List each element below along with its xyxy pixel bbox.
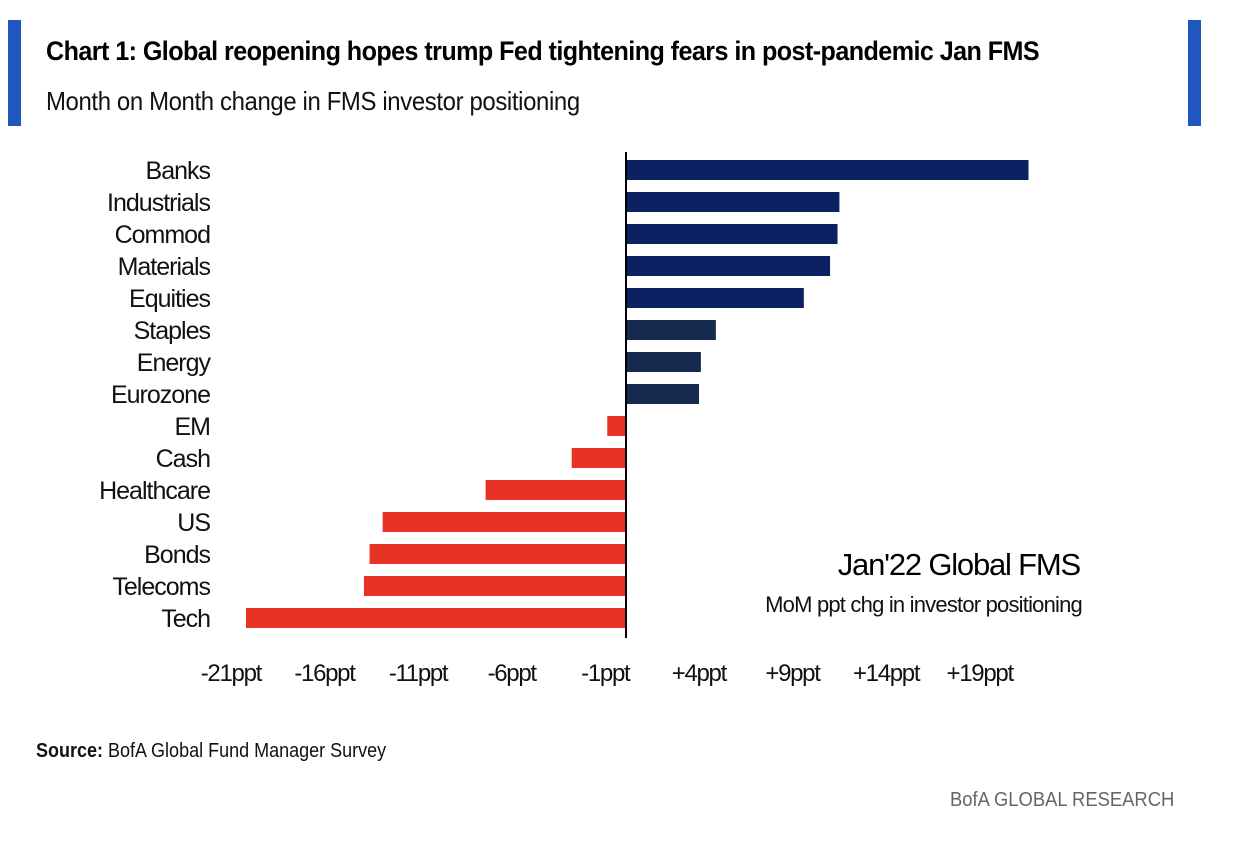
- bar-chart: Banks Industrials Commod Materials Equities S…: [99, 152, 1083, 687]
- x-tick-labels: -21ppt -16ppt -11ppt -6ppt -1ppt +4ppt +9ppt +1…: [201, 660, 1016, 687]
- category-label-energy: Energy: [137, 349, 212, 377]
- source-text: BofA Global Fund Manager Survey: [108, 740, 387, 762]
- category-label-em: EM: [175, 413, 211, 441]
- chart-subtitle: Month on Month change in FMS investor po…: [46, 86, 580, 116]
- category-label-bonds: Bonds: [144, 541, 210, 569]
- x-tick-label: -21ppt: [201, 660, 263, 687]
- bar-materials: [626, 256, 831, 276]
- x-tick-label: +9ppt: [765, 660, 821, 687]
- x-tick-label: -1ppt: [581, 660, 631, 687]
- category-label-materials: Materials: [118, 253, 211, 281]
- category-label-commod: Commod: [115, 221, 211, 249]
- footer-brand: BofA GLOBAL RESEARCH: [950, 789, 1175, 811]
- x-tick-label: +4ppt: [672, 660, 728, 687]
- category-label-healthcare: Healthcare: [99, 477, 210, 505]
- bar-us: [382, 512, 626, 532]
- bar-em: [607, 416, 626, 436]
- bar-telecoms: [363, 576, 626, 596]
- bar-energy: [626, 352, 701, 372]
- accent-bar-right: [1188, 20, 1201, 126]
- x-tick-label: +19ppt: [947, 660, 1015, 687]
- bar-staples: [626, 320, 716, 340]
- bar-eurozone: [626, 384, 700, 404]
- category-label-eurozone: Eurozone: [111, 381, 210, 409]
- bar-banks: [626, 160, 1029, 180]
- source-note: Source: BofA Global Fund Manager Survey: [36, 740, 386, 763]
- category-label-industrials: Industrials: [107, 189, 210, 217]
- bar-healthcare: [485, 480, 626, 500]
- category-label-equities: Equities: [129, 285, 210, 313]
- annotation-subtitle: MoM ppt chg in investor positioning: [765, 592, 1082, 617]
- bar-equities: [626, 288, 804, 308]
- annotation-title: Jan'22 Global FMS: [838, 547, 1081, 582]
- x-tick-label: -16ppt: [294, 660, 356, 687]
- bar-industrials: [626, 192, 840, 212]
- category-labels: Banks Industrials Commod Materials Equities S…: [99, 157, 212, 633]
- category-label-staples: Staples: [134, 317, 211, 345]
- chart-title: Chart 1: Global reopening hopes trump Fe…: [46, 36, 1040, 66]
- bar-cash: [571, 448, 626, 468]
- accent-bar-left: [8, 20, 21, 126]
- x-tick-label: +14ppt: [853, 660, 921, 687]
- category-label-tech: Tech: [161, 605, 210, 633]
- category-label-cash: Cash: [156, 445, 210, 473]
- category-label-us: US: [177, 509, 210, 537]
- bar-commod: [626, 224, 838, 244]
- category-label-telecoms: Telecoms: [112, 573, 210, 601]
- bars-group: [245, 160, 1029, 628]
- x-tick-label: -6ppt: [488, 660, 538, 687]
- bar-tech: [245, 608, 626, 628]
- category-label-banks: Banks: [146, 157, 211, 185]
- source-label: Source:: [36, 740, 104, 762]
- bar-bonds: [369, 544, 626, 564]
- x-tick-label: -11ppt: [389, 660, 449, 687]
